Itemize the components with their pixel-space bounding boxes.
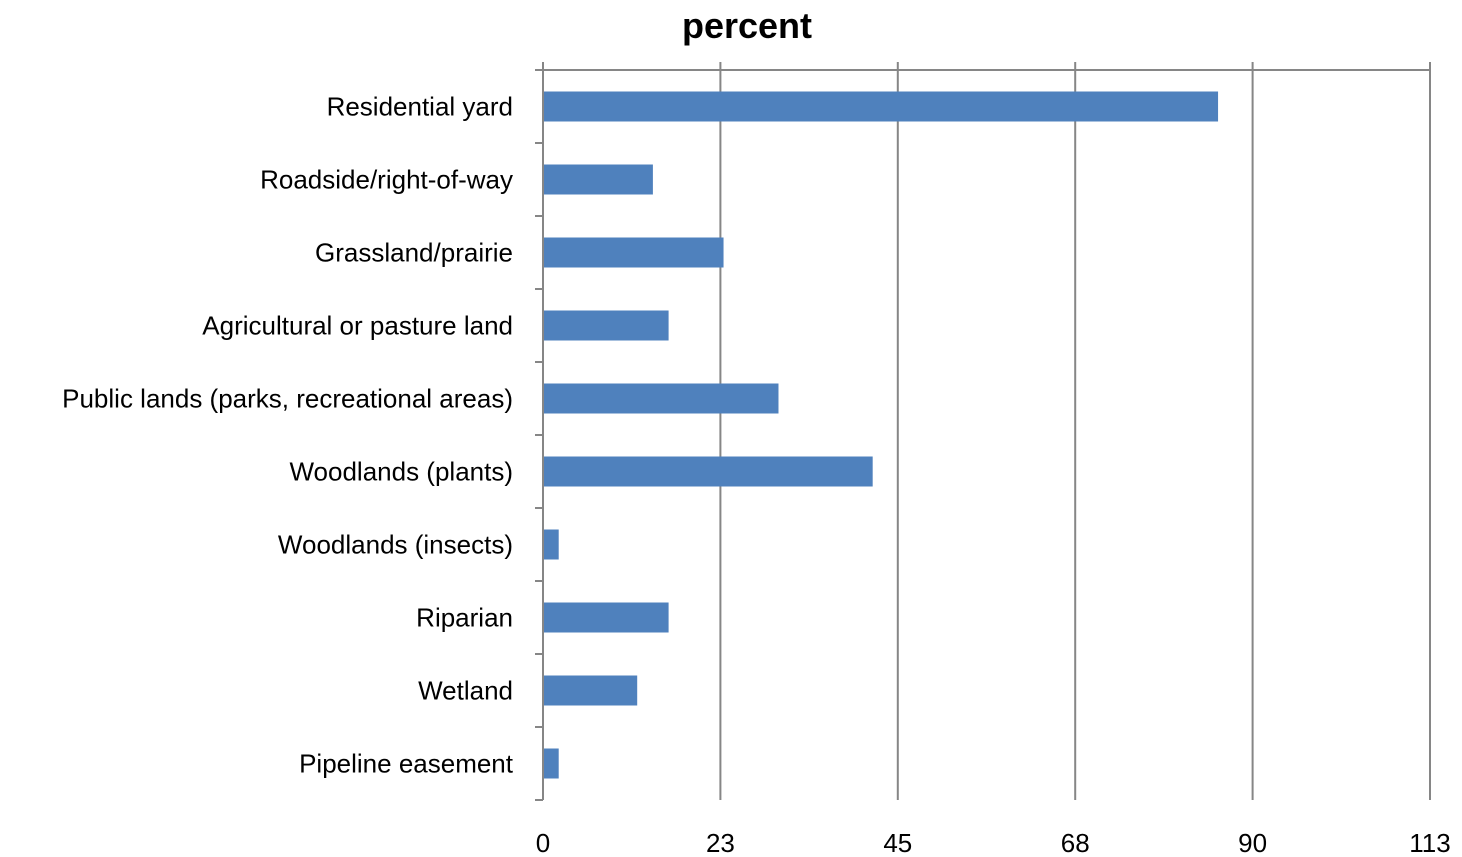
chart-title: percent <box>682 5 812 46</box>
bar <box>544 164 653 195</box>
category-label: Residential yard <box>327 92 513 122</box>
bar <box>544 383 779 414</box>
category-label: Grassland/prairie <box>315 238 513 268</box>
category-label: Public lands (parks, recreational areas) <box>62 384 513 414</box>
bar <box>544 91 1219 122</box>
x-tick-label: 0 <box>536 828 550 857</box>
category-label: Riparian <box>416 603 513 633</box>
category-label: Wetland <box>418 676 513 706</box>
x-tick-label: 45 <box>883 828 912 857</box>
x-tick-label: 90 <box>1238 828 1267 857</box>
bar <box>544 237 724 268</box>
x-tick-label: 113 <box>1409 828 1450 857</box>
x-tick-label: 68 <box>1061 828 1090 857</box>
category-labels: Residential yard Roadside/right-of-way Gra… <box>62 92 514 779</box>
gridlines <box>543 62 1431 800</box>
x-tick-label: 23 <box>706 828 735 857</box>
category-label: Roadside/right-of-way <box>260 165 513 195</box>
category-label: Woodlands (insects) <box>278 530 513 560</box>
category-label: Pipeline easement <box>299 749 514 779</box>
category-label: Agricultural or pasture land <box>202 311 513 341</box>
bar <box>544 456 873 487</box>
bar <box>544 310 669 341</box>
bar <box>544 675 638 706</box>
bar <box>544 748 559 779</box>
bar <box>544 602 669 633</box>
category-label: Woodlands (plants) <box>289 457 513 487</box>
bars <box>544 91 1219 779</box>
x-tick-labels: 0 23 45 68 90 113 <box>536 828 1451 857</box>
bar <box>544 529 559 560</box>
category-axis <box>535 62 544 801</box>
